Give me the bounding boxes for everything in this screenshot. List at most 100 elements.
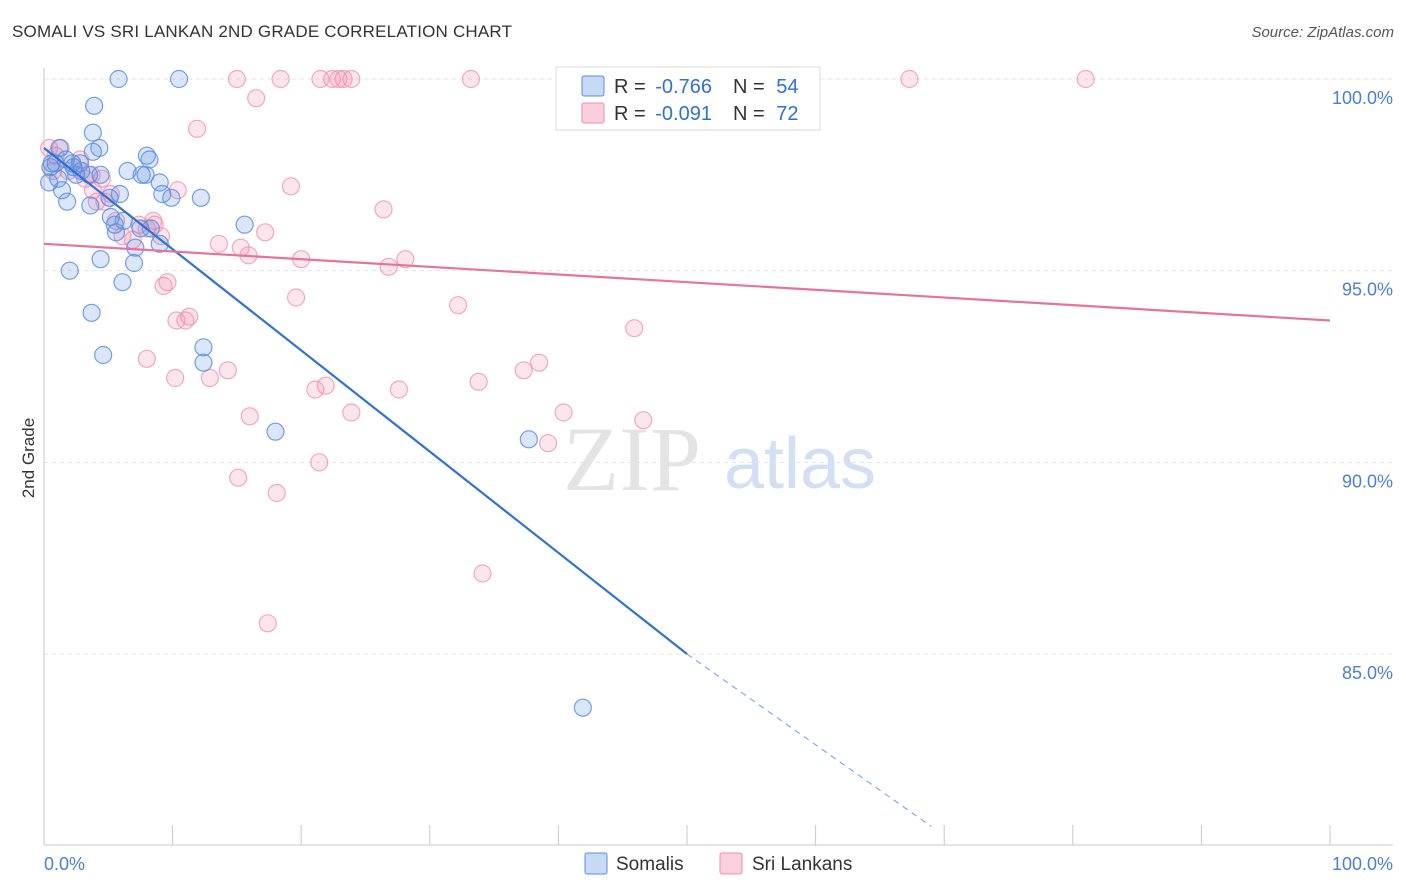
srilankan-point [267, 483, 286, 503]
somali-point [136, 165, 155, 184]
srilankan-point [342, 403, 361, 422]
somali-points [40, 69, 592, 717]
srilankan-point [389, 380, 409, 399]
gridlines [44, 78, 1393, 655]
somali-point [191, 188, 210, 207]
srilankan-point [329, 69, 348, 89]
srilankan-point [448, 296, 468, 315]
somali-point [118, 161, 137, 181]
somali-point [141, 219, 160, 238]
chart-title: SOMALI VS SRI LANKAN 2ND GRADE CORRELATI… [12, 22, 513, 41]
srilankan-point [271, 69, 290, 89]
somali-point [91, 165, 110, 184]
srilankan-point [137, 349, 156, 368]
somali-point [194, 338, 213, 357]
srilankan-point [247, 89, 266, 108]
srilankan-point [209, 234, 228, 253]
srilankan-point [473, 564, 492, 583]
legend-srilankan-n-label: N = [733, 103, 765, 125]
somali-point [58, 192, 77, 211]
legend-somali-r-value: -0.766 [655, 76, 712, 98]
srilankan-point [306, 380, 325, 399]
legend-somali-n-label: N = [733, 76, 765, 98]
somali-point [194, 353, 213, 372]
source-credit: Source: ZipAtlas.com [1251, 24, 1394, 41]
somali-point [85, 96, 104, 115]
bottom-legend-swatch-somali [584, 852, 608, 875]
somali-point [105, 215, 124, 234]
somali-point [519, 430, 538, 449]
srilankan-point [258, 614, 277, 633]
x-tick-label-start: 0.0% [44, 854, 85, 874]
somali-point [81, 196, 100, 215]
srilankan-point [83, 181, 102, 200]
legend-srilankan-r-label: R = [614, 103, 646, 125]
srilankan-point [229, 468, 248, 487]
svg-text:N = 72: N = 72 [733, 103, 799, 125]
y-axis-label: 2nd Grade [19, 418, 38, 498]
y-tick-labels: 100.0% 95.0% 90.0% 85.0% [1332, 88, 1393, 683]
srilankan-point [310, 453, 329, 472]
srilankan-point [469, 372, 488, 391]
somali-point [90, 138, 109, 158]
srilankan-point [514, 361, 533, 380]
somali-point [169, 69, 189, 89]
bottom-legend: Somalis Sri Lankans [584, 852, 852, 875]
svg-text:N = 54: N = 54 [733, 76, 799, 98]
srilankan-point [334, 69, 353, 89]
somali-point [70, 154, 90, 173]
y-tick-label-0: 100.0% [1332, 88, 1393, 108]
somali-point [126, 238, 145, 257]
somali-point [49, 169, 68, 188]
srilankan-point [396, 250, 415, 269]
legend-somali-n-value: 54 [776, 76, 798, 98]
srilankan-point [379, 257, 398, 276]
legend-srilankan-n-value: 72 [776, 103, 798, 125]
svg-text:R = -0.091: R = -0.091 [614, 103, 712, 125]
somali-point [153, 184, 172, 204]
somali-point [113, 273, 132, 292]
srilankan-point [539, 434, 558, 453]
somali-point [266, 422, 285, 441]
somali-point [94, 345, 113, 365]
somali-point [110, 184, 129, 204]
somali-point [573, 698, 592, 717]
legend-srilankan-r-value: -0.091 [655, 103, 712, 125]
srilankan-point [256, 223, 275, 242]
watermark-atlas: atlas [724, 424, 876, 504]
srilankan-point [240, 407, 259, 426]
bottom-legend-swatch-srilankan [719, 852, 743, 875]
srilankan-point [625, 319, 644, 338]
somali-point [162, 188, 181, 207]
legend-swatch-somali [581, 75, 605, 97]
somali-point [150, 234, 169, 253]
srilankan-point [316, 376, 335, 395]
srilankan-trendline [43, 242, 1331, 322]
axes [43, 68, 1393, 846]
somali-trendline [43, 147, 688, 655]
somali-point [132, 165, 151, 184]
srilankan-point [154, 276, 173, 296]
svg-text:R = -0.766: R = -0.766 [614, 76, 712, 98]
srilankan-point [1076, 69, 1095, 89]
srilankan-point [281, 177, 301, 196]
srilankan-point [227, 69, 246, 89]
somali-point [114, 211, 133, 230]
srilankan-point [900, 69, 919, 89]
somali-point [52, 181, 72, 200]
y-tick-label-1: 95.0% [1342, 280, 1393, 300]
srilankan-point [187, 119, 207, 138]
srilankan-point [180, 307, 199, 326]
srilankan-point [634, 411, 653, 430]
srilankan-point [461, 69, 481, 89]
trendlines [43, 147, 1331, 827]
somali-point [137, 146, 156, 165]
y-tick-label-2: 90.0% [1342, 471, 1393, 491]
somali-trendline-extension [686, 653, 932, 827]
srilankan-point [286, 288, 306, 307]
srilankan-point [342, 69, 361, 89]
legend-somali-r-label: R = [614, 76, 646, 98]
somali-point [60, 261, 79, 280]
y-tick-label-3: 85.0% [1342, 663, 1393, 683]
